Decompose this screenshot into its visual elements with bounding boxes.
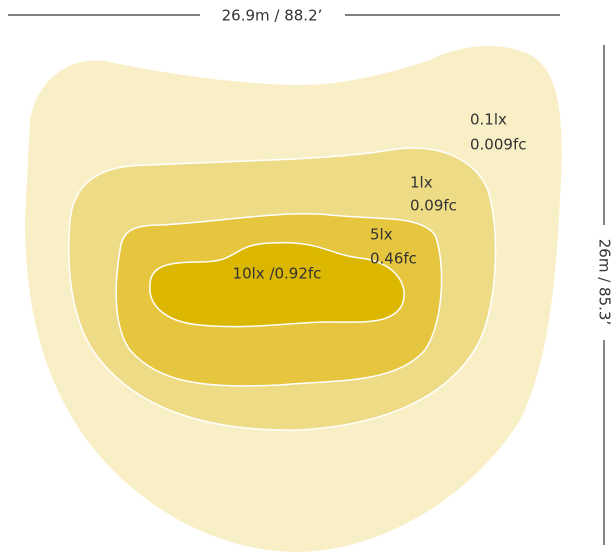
contour-label: 0.009fc	[470, 136, 526, 154]
contour-label: 5lx	[370, 226, 393, 244]
contour-label: 0.09fc	[410, 197, 457, 215]
contour-label: 10lx /0.92fc	[233, 265, 322, 283]
contour-10lx	[149, 241, 405, 328]
width-label: 26.9m / 88.2’	[222, 7, 323, 25]
contour-label: 0.46fc	[370, 250, 417, 268]
height-label: 26m / 85.3’	[596, 239, 613, 325]
contour-label: 0.1lx	[470, 111, 507, 129]
contour-label: 1lx	[410, 174, 433, 192]
